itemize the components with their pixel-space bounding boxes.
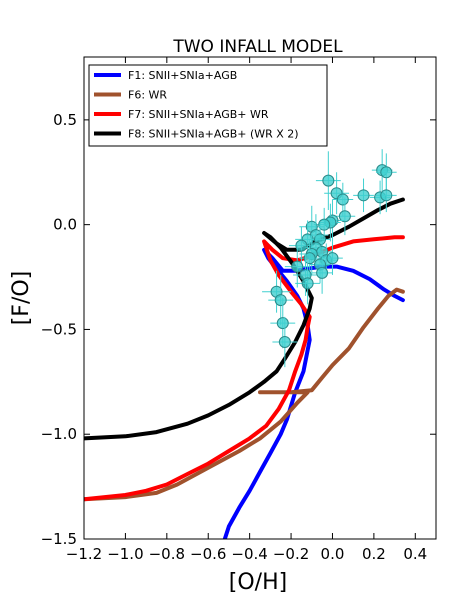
data-point-6 xyxy=(353,178,374,213)
x-tick-label: 0.4 xyxy=(403,545,427,563)
legend-item-3: F7: SNII+SNIa+AGB+ WR xyxy=(94,108,269,121)
data-marker xyxy=(318,218,331,231)
series-line-2 xyxy=(84,287,405,502)
data-point-9 xyxy=(334,197,356,236)
x-tick-label: 0.2 xyxy=(362,545,386,563)
x-tick-label: −0.2 xyxy=(273,545,309,563)
data-marker xyxy=(316,266,329,279)
data-point-8 xyxy=(375,178,397,213)
y-tick-label: 0.0 xyxy=(53,216,77,234)
chart-title: TWO INFALL MODEL xyxy=(172,37,343,57)
data-marker xyxy=(380,189,393,202)
legend-label: F8: SNII+SNIa+AGB+ (WR X 2) xyxy=(128,128,299,141)
data-point-27 xyxy=(311,251,333,294)
y-axis-label: [F/O] xyxy=(9,271,34,326)
series-line-3 xyxy=(84,235,405,502)
x-tick-label: 0.0 xyxy=(321,545,345,563)
plot-data-layer xyxy=(84,149,405,539)
data-marker xyxy=(276,317,289,330)
legend-label: F6: WR xyxy=(128,89,167,102)
data-marker xyxy=(295,239,308,252)
data-point-32 xyxy=(272,316,298,368)
legend-box xyxy=(88,64,328,147)
data-point-23 xyxy=(322,241,343,275)
legend-item-4: F8: SNII+SNIa+AGB+ (WR X 2) xyxy=(94,128,299,141)
axis-ticks: −1.2 −1.0 −0.8 −0.6 −0.4 −0.2 0.0 0.2 0.4 −1.5 −1.… xyxy=(41,57,436,563)
data-point-30 xyxy=(268,274,294,326)
x-tick-label: −1.2 xyxy=(66,545,102,563)
x-tick-label: −0.8 xyxy=(149,545,185,563)
data-marker xyxy=(278,336,291,349)
y-tick-label: 0.5 xyxy=(53,111,77,129)
y-tick-label: −1.0 xyxy=(41,425,77,443)
legend: F1: SNII+SNIa+AGB F6: WR F7: SNII+SNIa+AGB… xyxy=(88,64,328,147)
data-point-22 xyxy=(299,239,321,278)
y-tick-label: −1.5 xyxy=(41,530,77,548)
data-point-28 xyxy=(295,262,321,305)
x-tick-label: −0.4 xyxy=(231,545,267,563)
data-point-17 xyxy=(288,226,314,265)
data-marker xyxy=(338,210,351,223)
data-marker xyxy=(291,260,304,273)
x-tick-label: −1.0 xyxy=(107,545,143,563)
data-marker xyxy=(301,277,314,290)
data-marker xyxy=(336,193,349,206)
data-point-29 xyxy=(262,270,292,313)
data-marker xyxy=(274,294,287,307)
legend-items: F1: SNII+SNIa+AGB F6: WR F7: SNII+SNIa+AGB… xyxy=(94,69,299,141)
data-marker xyxy=(326,252,339,265)
plot-frame xyxy=(83,56,437,540)
legend-item-1: F1: SNII+SNIa+AGB xyxy=(94,69,237,82)
data-marker xyxy=(322,174,335,187)
legend-label: F1: SNII+SNIa+AGB xyxy=(128,69,237,82)
data-marker xyxy=(357,189,370,202)
data-marker xyxy=(303,252,316,265)
y-tick-label: −0.5 xyxy=(41,320,77,338)
data-point-1 xyxy=(315,151,341,210)
legend-item-2: F6: WR xyxy=(94,89,167,102)
data-point-5 xyxy=(332,182,354,217)
x-tick-label: −0.6 xyxy=(190,545,226,563)
series-line-1 xyxy=(222,247,405,539)
data-marker xyxy=(380,166,393,179)
series-line-4 xyxy=(84,197,405,441)
x-axis-label: [O/H] xyxy=(229,570,287,595)
legend-label: F7: SNII+SNIa+AGB+ WR xyxy=(128,108,269,121)
